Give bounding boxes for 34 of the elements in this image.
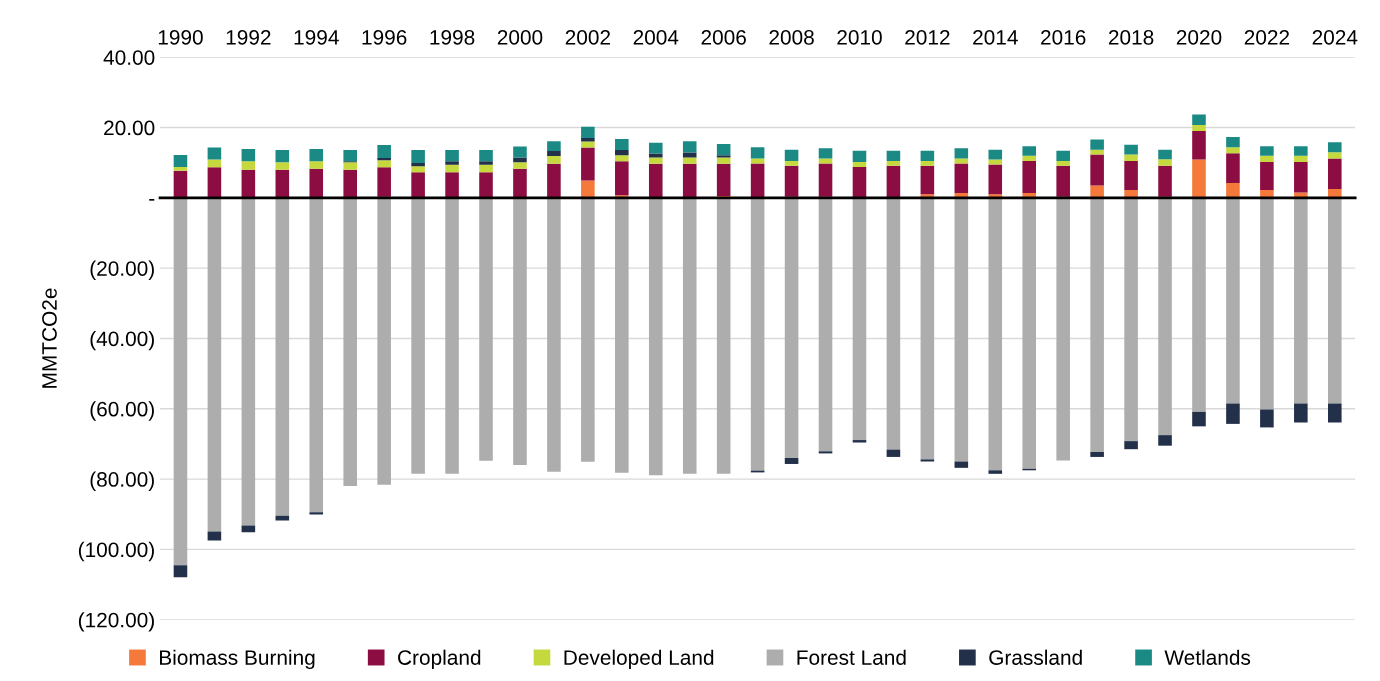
y-tick-label: 40.00	[103, 50, 155, 65]
x-tick-label: 1998	[430, 30, 475, 45]
x-tick-label: 2008	[769, 30, 814, 45]
y-tick-label: 20.00	[104, 120, 155, 136]
y-tick-label: (60.00)	[90, 401, 154, 421]
y-tick-label: (20.00)	[90, 260, 154, 281]
legend-label: Grassland	[989, 649, 1082, 665]
x-tick-label: 2002	[565, 30, 610, 45]
legend-label: Developed Land	[564, 649, 714, 670]
x-tick-label: 1994	[294, 30, 339, 45]
legend-label: Forest Land	[797, 649, 906, 665]
legend-label: Biomass Burning	[160, 649, 315, 670]
x-tick-label: 2010	[837, 30, 882, 45]
legend-label: Wetlands	[1164, 649, 1251, 665]
x-tick-label: 2016	[1041, 30, 1086, 45]
x-tick-label: 2006	[701, 30, 746, 45]
x-tick-label: 1990	[158, 30, 203, 45]
x-tick-label: 2024	[1312, 30, 1358, 45]
x-tick-label: 2018	[1108, 30, 1154, 45]
y-tick-label: (120.00)	[78, 612, 154, 632]
legend-label: Cropland	[398, 649, 481, 670]
y-axis-title: MMTCO2e	[42, 288, 57, 388]
x-tick-label: 2014	[973, 30, 1018, 45]
x-tick-label: 2012	[905, 30, 950, 45]
y-tick-label: (80.00)	[90, 471, 154, 491]
x-tick-label: 1992	[226, 30, 271, 45]
x-tick-label: 2004	[633, 30, 679, 45]
x-tick-label: 2000	[497, 30, 543, 45]
x-tick-label: 2020	[1176, 30, 1222, 45]
y-tick-label: -	[149, 199, 155, 201]
y-tick-label: (100.00)	[78, 541, 154, 562]
y-tick-label: (40.00)	[90, 330, 154, 351]
x-tick-label: 1996	[362, 30, 407, 45]
x-tick-label: 2022	[1244, 30, 1290, 45]
